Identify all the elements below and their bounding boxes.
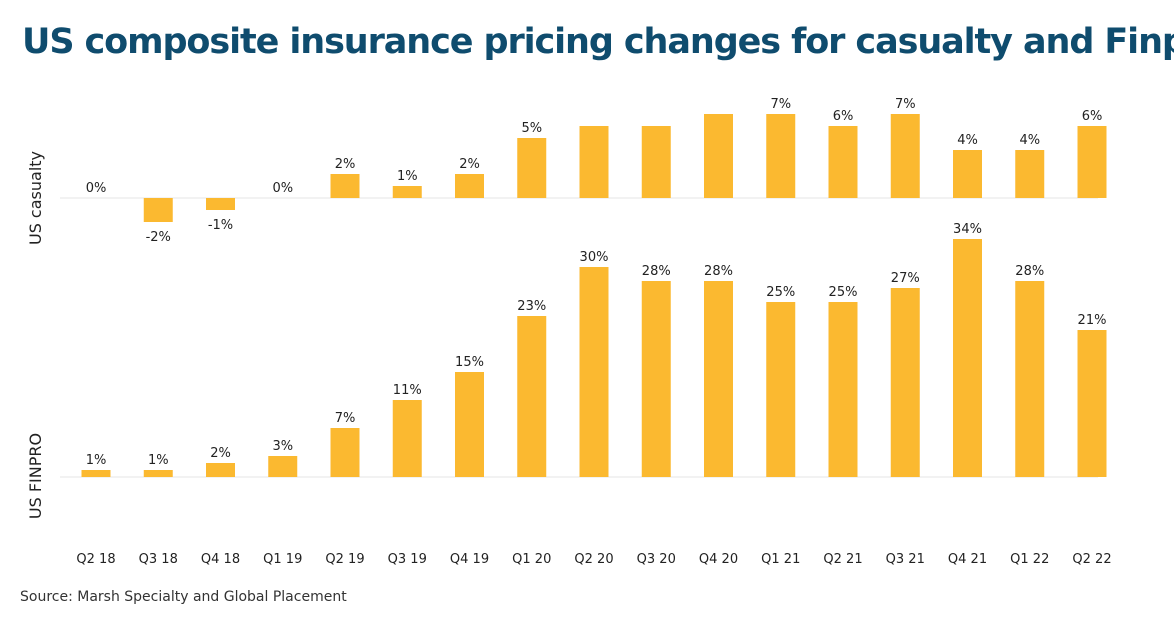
x-tick-label: Q3 19: [388, 552, 427, 567]
bar-casualty-q2-21: [828, 126, 858, 198]
data-label-finpro: 27%: [891, 271, 920, 286]
x-tick-label: Q2 18: [76, 552, 115, 567]
bar-casualty-q3-18: [143, 198, 173, 222]
data-label-finpro: 2%: [210, 446, 231, 461]
bar-finpro-q3-18: [143, 470, 173, 477]
bar-casualty-q1-20: [517, 138, 547, 198]
bar-casualty-q2-20: [579, 126, 609, 198]
bar-finpro-q3-21: [890, 288, 920, 477]
bar-finpro-q2-22: [1077, 330, 1107, 477]
bar-casualty-q4-19: [455, 174, 484, 198]
x-tick-label: Q3 21: [886, 552, 925, 567]
data-label-casualty: 1%: [397, 169, 418, 184]
data-label-finpro: 23%: [517, 299, 546, 314]
data-label-finpro: 25%: [829, 285, 858, 300]
x-tick-label: Q1 19: [263, 552, 302, 567]
data-label-casualty: 2%: [335, 157, 356, 172]
data-label-finpro: 3%: [272, 439, 293, 454]
bar-finpro-q1-19: [268, 456, 298, 477]
x-tick-label: Q2 20: [574, 552, 613, 567]
bar-casualty-q2-22: [1077, 126, 1107, 198]
bar-finpro-q1-20: [517, 316, 547, 477]
data-label-finpro: 21%: [1078, 313, 1107, 328]
bar-finpro-q4-19: [455, 372, 484, 477]
x-tick-label: Q2 22: [1072, 552, 1111, 567]
data-label-finpro: 28%: [704, 264, 733, 279]
source-note: Source: Marsh Specialty and Global Place…: [20, 589, 347, 605]
bar-finpro-q1-22: [1015, 281, 1045, 477]
data-label-finpro: 34%: [953, 222, 982, 237]
bar-finpro-q2-21: [828, 302, 858, 477]
x-tick-label: Q4 18: [201, 552, 240, 567]
data-label-finpro: 1%: [148, 453, 169, 468]
bar-finpro-q3-19: [392, 400, 422, 477]
bar-finpro-q4-20: [704, 281, 733, 477]
data-label-finpro: 15%: [455, 355, 484, 370]
x-tick-label: Q4 21: [948, 552, 987, 567]
bar-finpro-q2-20: [579, 267, 609, 477]
data-label-casualty: -2%: [146, 230, 171, 245]
data-label-finpro: 7%: [335, 411, 356, 426]
data-label-finpro: 1%: [86, 453, 107, 468]
bar-casualty-q1-21: [766, 114, 796, 198]
data-label-casualty: 4%: [957, 133, 978, 148]
bar-casualty-q4-21: [953, 150, 982, 198]
data-label-casualty: 6%: [1082, 109, 1103, 124]
x-tick-label: Q2 19: [325, 552, 364, 567]
x-tick-label: Q3 20: [637, 552, 676, 567]
data-label-casualty: 2%: [459, 157, 480, 172]
data-label-finpro: 11%: [393, 383, 422, 398]
data-label-casualty: 0%: [86, 181, 107, 196]
data-label-casualty: 5%: [521, 121, 542, 136]
series-name-finpro: US FINPRO: [26, 433, 45, 519]
bar-casualty-q4-20: [704, 114, 733, 198]
bar-finpro-q4-21: [953, 239, 982, 477]
bar-casualty-q4-18: [206, 198, 235, 210]
data-label-casualty: 7%: [895, 97, 916, 112]
data-label-finpro: 25%: [766, 285, 795, 300]
bar-casualty-q1-22: [1015, 150, 1045, 198]
data-label-finpro: 28%: [642, 264, 671, 279]
bar-finpro-q3-20: [641, 281, 671, 477]
x-tick-label: Q1 20: [512, 552, 551, 567]
x-tick-label: Q3 18: [139, 552, 178, 567]
chart-title: US composite insurance pricing changes f…: [22, 22, 1174, 62]
x-tick-label: Q1 21: [761, 552, 800, 567]
bar-finpro-q2-19: [330, 428, 360, 477]
panel-casualty: US casualty 0% -2% -1% 0% 2% 1% 2% 5% 7% 6% 7% 4% 4% 6…: [26, 97, 1107, 245]
bar-casualty-q3-19: [392, 186, 422, 198]
data-label-finpro: 30%: [580, 250, 609, 265]
data-label-finpro: 28%: [1015, 264, 1044, 279]
bar-finpro-q4-18: [206, 463, 235, 477]
data-label-casualty: -1%: [208, 218, 233, 233]
x-tick-label: Q2 21: [823, 552, 862, 567]
bar-finpro-q1-21: [766, 302, 796, 477]
x-tick-label: Q4 20: [699, 552, 738, 567]
bar-finpro-q2-18: [81, 470, 111, 477]
panel-finpro: US FINPRO 1% 1% 2% 3% 7% 11% 15% 23% 30% 28% 28% 25%…: [26, 222, 1107, 519]
series-name-casualty: US casualty: [26, 151, 45, 245]
x-tick-label: Q4 19: [450, 552, 489, 567]
x-tick-label: Q1 22: [1010, 552, 1049, 567]
bar-casualty-q2-19: [330, 174, 360, 198]
data-label-casualty: 7%: [770, 97, 791, 112]
bar-casualty-q3-21: [890, 114, 920, 198]
data-label-casualty: 6%: [833, 109, 854, 124]
bar-casualty-q3-20: [641, 126, 671, 198]
data-label-casualty: 4%: [1019, 133, 1040, 148]
data-label-casualty: 0%: [272, 181, 293, 196]
